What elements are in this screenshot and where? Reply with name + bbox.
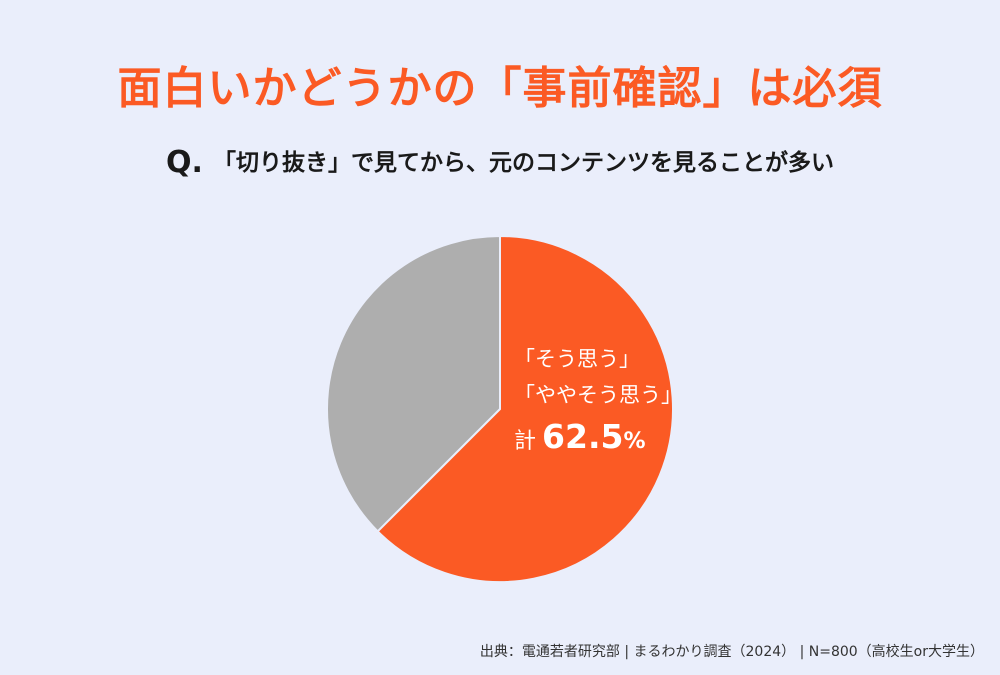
- pie-slice-other: [326, 234, 501, 533]
- total-prefix: 計: [514, 429, 536, 454]
- headline: 面白いかどうかの「事前確認」は必須: [117, 63, 883, 114]
- slice-label-line-2: 「ややそう思う」: [514, 383, 682, 407]
- pie-slice-agree: [376, 234, 674, 583]
- slice-label-line-1: 「そう思う」: [514, 347, 640, 371]
- total-value: 62.5: [542, 417, 623, 456]
- source-note: 出典：電通若者研究部 | まるわかり調査（2024） | N=800（高校生or…: [479, 644, 984, 660]
- slice-total-label: 計 62.5%: [514, 417, 645, 456]
- total-unit: %: [623, 429, 645, 454]
- question-prefix: Q.: [166, 145, 203, 180]
- question-text: 「切り抜き」で見てから、元のコンテンツを見ることが多い: [212, 150, 834, 176]
- question: Q. 「切り抜き」で見てから、元のコンテンツを見ることが多い: [0, 143, 1000, 180]
